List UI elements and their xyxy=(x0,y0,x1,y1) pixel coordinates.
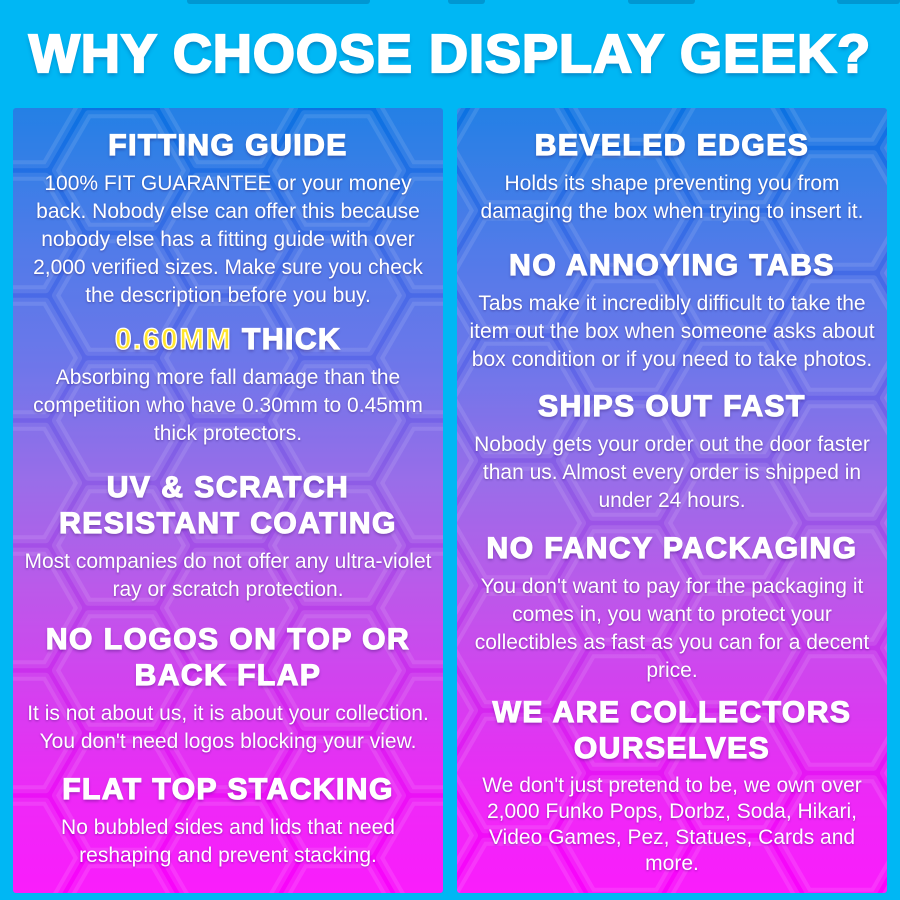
hexagon-pattern-background xyxy=(457,108,887,893)
feature-heading: NO ANNOYING TABS xyxy=(509,248,835,282)
feature-heading: WE ARE COLLECTORS OURSELVES xyxy=(492,695,852,765)
feature-heading: FLAT TOP STACKING xyxy=(62,772,394,806)
feature-heading: UV & SCRATCH RESISTANT COATING xyxy=(58,470,397,540)
feature-body: No bubbled sides and lids that need resh… xyxy=(61,816,395,867)
feature-section-fitting-guide: FITTING GUIDE 100% FIT GUARANTEE or your… xyxy=(19,128,437,310)
feature-body: 100% FIT GUARANTEE or your money back. N… xyxy=(33,172,423,307)
feature-body: Absorbing more fall damage than the comp… xyxy=(33,366,423,445)
left-panel: FITTING GUIDE 100% FIT GUARANTEE or your… xyxy=(13,108,443,893)
feature-section-no-packaging: NO FANCY PACKAGING You don't want to pay… xyxy=(463,531,881,685)
right-panel-content: BEVELED EDGES Holds its shape preventing… xyxy=(457,108,887,877)
thickness-accent-text: 0.60MM xyxy=(114,322,233,356)
feature-section-no-tabs: NO ANNOYING TABS Tabs make it incredibly… xyxy=(463,248,881,374)
feature-section-thickness: 0.60MM THICK Absorbing more fall damage … xyxy=(19,322,437,448)
feature-body: Most companies do not offer any ultra-vi… xyxy=(24,550,432,601)
feature-body: It is not about us, it is about your col… xyxy=(27,702,429,753)
cropped-top-artifact xyxy=(187,0,370,4)
cropped-top-artifact xyxy=(628,0,695,4)
feature-body: We don't just pretend to be, we own over… xyxy=(482,774,862,875)
feature-section-beveled-edges: BEVELED EDGES Holds its shape preventing… xyxy=(463,128,881,226)
left-panel-content: FITTING GUIDE 100% FIT GUARANTEE or your… xyxy=(13,108,443,870)
feature-section-ships-fast: SHIPS OUT FAST Nobody gets your order ou… xyxy=(463,389,881,515)
feature-body: Tabs make it incredibly difficult to tak… xyxy=(469,292,875,371)
feature-heading: NO LOGOS ON TOP OR BACK FLAP xyxy=(45,622,411,692)
right-panel: BEVELED EDGES Holds its shape preventing… xyxy=(457,108,887,893)
feature-heading: BEVELED EDGES xyxy=(534,128,810,162)
feature-section-flat-top: FLAT TOP STACKING No bubbled sides and l… xyxy=(19,772,437,870)
feature-section-collectors: WE ARE COLLECTORS OURSELVES We don't jus… xyxy=(463,695,881,877)
feature-section-no-logos: NO LOGOS ON TOP OR BACK FLAP It is not a… xyxy=(19,622,437,756)
feature-body: Nobody gets your order out the door fast… xyxy=(474,433,870,512)
page-title: WHY CHOOSE DISPLAY GEEK? xyxy=(28,23,872,85)
cropped-top-artifact xyxy=(837,0,900,4)
feature-heading: NO FANCY PACKAGING xyxy=(486,531,858,565)
cropped-top-artifact xyxy=(448,0,485,4)
hexagon-pattern-background xyxy=(13,108,443,893)
feature-heading: 0.60MM THICK xyxy=(19,322,437,358)
page-header: WHY CHOOSE DISPLAY GEEK? xyxy=(0,0,900,108)
feature-heading: FITTING GUIDE xyxy=(108,128,348,162)
feature-section-uv-coating: UV & SCRATCH RESISTANT COATING Most comp… xyxy=(19,470,437,604)
feature-body: You don't want to pay for the packaging … xyxy=(474,575,870,682)
feature-body: Holds its shape preventing you from dama… xyxy=(480,172,864,223)
thickness-rest-text: THICK xyxy=(241,322,342,356)
feature-heading: SHIPS OUT FAST xyxy=(537,389,806,423)
